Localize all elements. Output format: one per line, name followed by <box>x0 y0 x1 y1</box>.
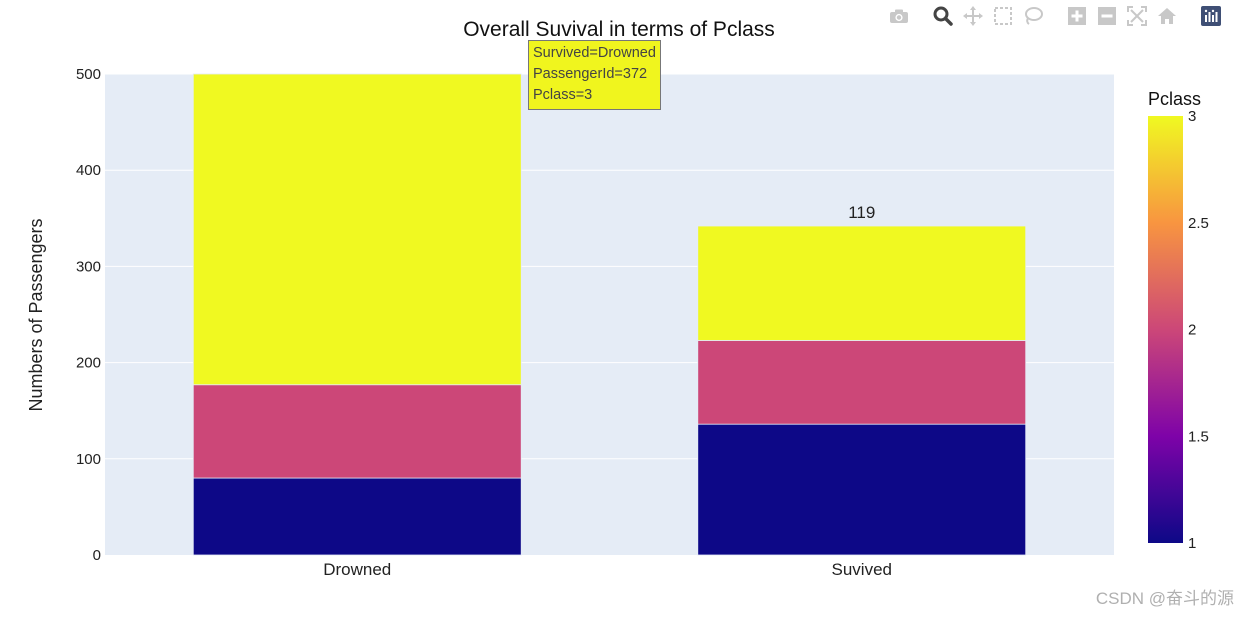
colorbar-title: Pclass <box>1148 89 1201 109</box>
watermark: CSDN @奋斗的源 <box>1095 589 1234 608</box>
hover-tooltip: Survived=Drowned PassengerId=372 Pclass=… <box>528 40 661 110</box>
y-tick-labels: 0 100 200 300 400 500 <box>76 66 101 564</box>
pan-icon[interactable] <box>958 4 988 28</box>
y-tick-label: 500 <box>76 66 101 83</box>
y-tick-label: 400 <box>76 162 101 179</box>
y-tick-label: 300 <box>76 258 101 275</box>
data-label: 119 <box>848 203 875 222</box>
bar-segment-suvived-pclass-3[interactable] <box>697 225 1027 341</box>
x-tick-labels: Drowned Suvived <box>323 560 892 579</box>
bar-segment-suvived-pclass-1[interactable] <box>697 423 1027 556</box>
y-tick-label: 100 <box>76 451 101 468</box>
bar-segment-drowned-pclass-2[interactable] <box>192 384 522 479</box>
autoscale-icon[interactable] <box>1122 4 1152 28</box>
zoom-in-icon[interactable] <box>1062 4 1092 28</box>
zoom-icon[interactable] <box>928 4 958 28</box>
data-labels: 119 <box>848 203 875 222</box>
camera-icon[interactable] <box>884 4 914 28</box>
hover-line-passenger-id: PassengerId=372 <box>533 66 648 82</box>
plotly-logo-icon[interactable] <box>1196 4 1226 28</box>
colorbar-tick-label: 2 <box>1188 322 1196 339</box>
hover-line-pclass: Pclass=3 <box>533 87 593 103</box>
y-tick-label: 200 <box>76 355 101 372</box>
y-axis-label: Numbers of Passengers <box>26 218 46 411</box>
colorbar-tick-labels: 1 1.5 2 2.5 3 <box>1188 108 1209 552</box>
colorbar-tick-label: 1 <box>1188 535 1196 552</box>
lasso-icon[interactable] <box>1018 4 1048 28</box>
colorbar-tick-label: 1.5 <box>1188 428 1209 445</box>
bar-segment-drowned-pclass-3[interactable] <box>192 73 522 386</box>
colorbar-tick-label: 3 <box>1188 108 1196 125</box>
zoom-out-icon[interactable] <box>1092 4 1122 28</box>
bar-segment-drowned-pclass-1[interactable] <box>192 477 522 556</box>
colorbar-tick-label: 2.5 <box>1188 215 1209 232</box>
y-tick-label: 0 <box>93 547 101 564</box>
hover-line-survived: Survived=Drowned <box>533 45 656 61</box>
reset-axes-icon[interactable] <box>1152 4 1182 28</box>
x-tick-label: Suvived <box>832 560 892 579</box>
box-select-icon[interactable] <box>988 4 1018 28</box>
chart-title: Overall Suvival in terms of Pclass <box>463 18 775 41</box>
bars[interactable] <box>192 73 1027 556</box>
colorbar-gradient <box>1148 116 1183 543</box>
x-tick-label: Drowned <box>323 560 391 579</box>
modebar <box>884 3 1226 29</box>
bar-segment-suvived-pclass-2[interactable] <box>697 340 1027 425</box>
